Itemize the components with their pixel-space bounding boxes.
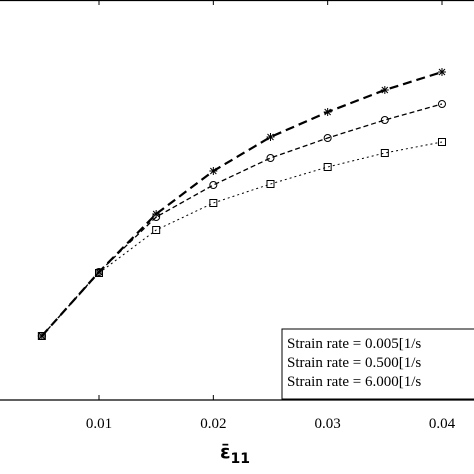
marker (266, 154, 275, 162)
marker (152, 210, 161, 218)
legend-box (281, 328, 474, 400)
x-label-main: ε̄ (220, 441, 231, 463)
legend-label: Strain rate = 0.005[1/s (287, 336, 421, 352)
marker (380, 116, 389, 124)
marker (37, 332, 46, 340)
marker (437, 68, 446, 76)
marker (323, 134, 332, 142)
x-tick-label: 0.02 (200, 416, 226, 432)
series-line (41, 141, 443, 337)
marker (209, 167, 218, 175)
legend: Strain rate = 0.005[1/s Strain rate = 0.5… (281, 328, 474, 400)
marker (209, 181, 218, 189)
marker (323, 108, 332, 116)
x-tick-label: 0.04 (429, 416, 456, 432)
series-line (41, 70, 443, 337)
marker (95, 268, 104, 276)
marker (437, 100, 446, 108)
marker (266, 133, 275, 141)
legend-label: Strain rate = 6.000[1/s (287, 374, 421, 390)
x-tick-label: 0.03 (315, 416, 341, 432)
series-line (41, 103, 443, 337)
x-axis-label: ε̄11 (220, 441, 250, 467)
x-label-subscript: 11 (231, 451, 250, 467)
marker (152, 226, 161, 234)
marker (209, 199, 218, 207)
marker (266, 180, 275, 188)
marker (380, 86, 389, 94)
marker (380, 149, 389, 157)
legend-label: Strain rate = 0.500[1/s (287, 355, 421, 371)
marker (437, 138, 446, 146)
x-tick-label: 0.01 (86, 416, 112, 432)
marker (323, 163, 332, 171)
